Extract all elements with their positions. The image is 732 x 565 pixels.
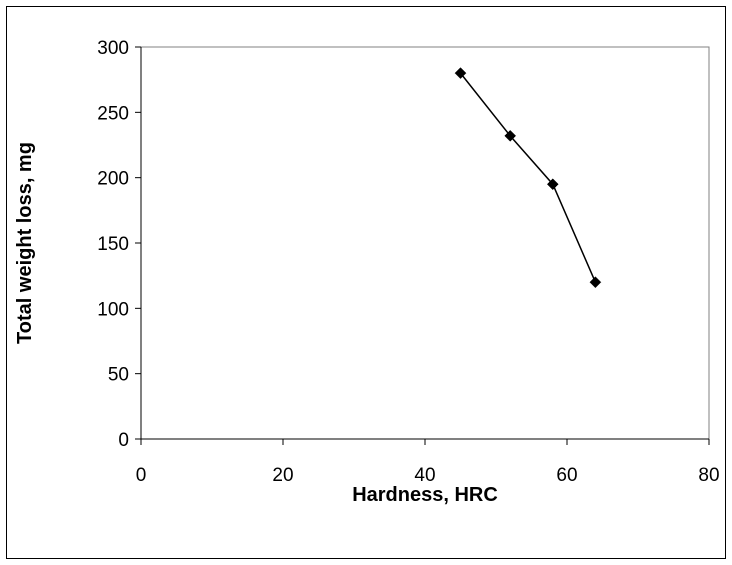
y-axis-title: Total weight loss, mg xyxy=(14,142,36,344)
y-tick-label: 0 xyxy=(118,430,129,451)
y-tick-label: 150 xyxy=(97,234,129,255)
series-line xyxy=(459,72,597,283)
y-tick-label: 200 xyxy=(97,169,129,190)
x-tick-label: 40 xyxy=(414,465,435,486)
x-tick-label: 80 xyxy=(698,465,719,486)
x-axis-title: Hardness, HRC xyxy=(352,484,498,506)
x-tick-label: 0 xyxy=(136,465,147,486)
y-ticks: 0 50 100 150 200 250 300 xyxy=(97,38,141,451)
plot-area xyxy=(140,46,710,440)
series-layer xyxy=(454,67,602,289)
x-ticks: 0 20 40 60 80 xyxy=(136,439,720,486)
data-point-marker xyxy=(504,129,517,142)
y-tick-label: 300 xyxy=(97,38,129,59)
x-tick-label: 20 xyxy=(272,465,293,486)
y-tick-label: 100 xyxy=(97,299,129,320)
data-point-marker xyxy=(454,67,467,79)
y-tick-label: 50 xyxy=(108,365,129,386)
data-point-marker xyxy=(546,178,559,191)
data-point-marker xyxy=(589,276,602,289)
x-tick-label: 60 xyxy=(556,465,577,486)
y-tick-label: 250 xyxy=(97,103,129,124)
